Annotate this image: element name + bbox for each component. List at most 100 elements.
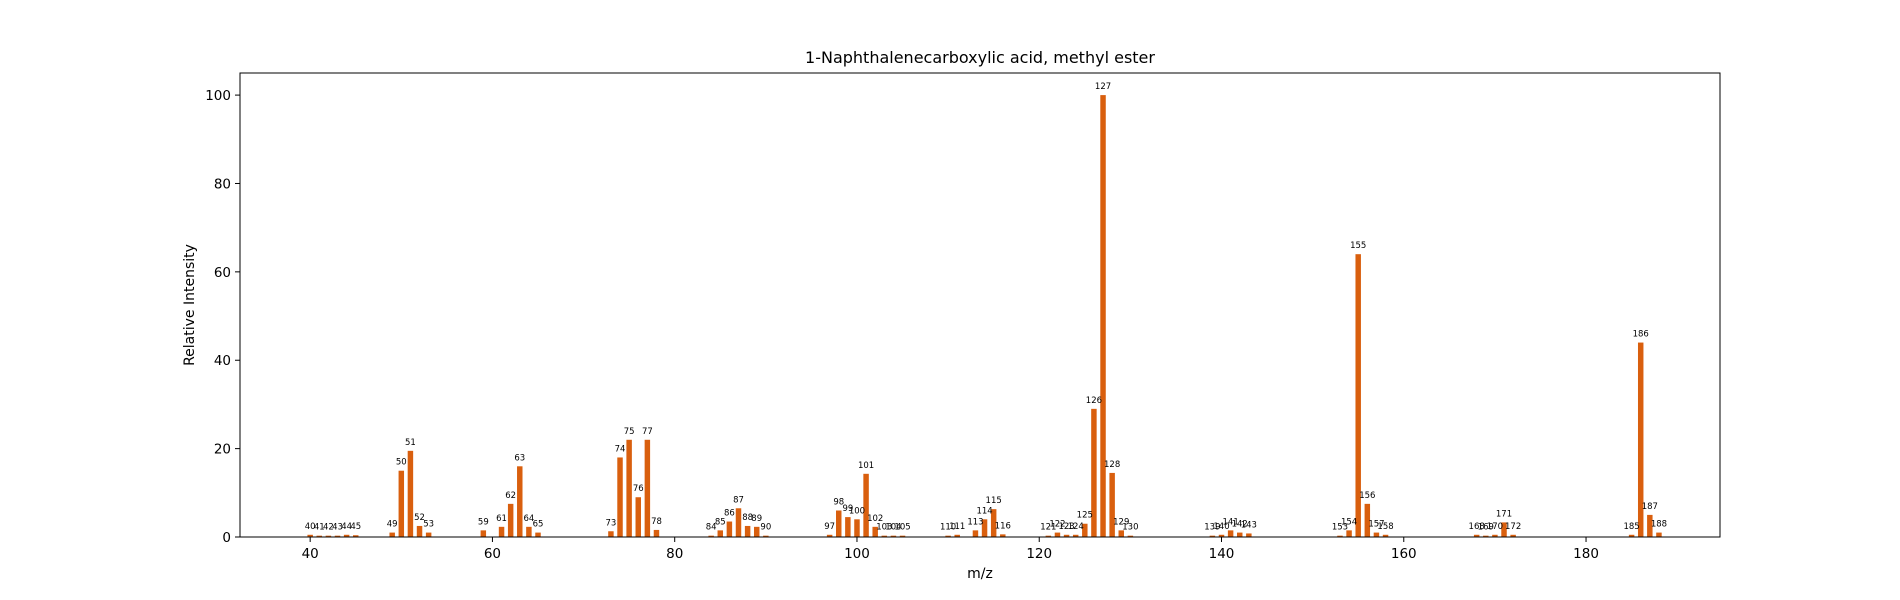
- peak-label-mz-186: 186: [1633, 330, 1649, 340]
- bar-mz-102: [872, 526, 878, 537]
- peak-label-mz-87: 87: [733, 495, 744, 505]
- x-axis: 40 60 80 100 120 140 160 180: [302, 537, 1599, 562]
- bar-mz-157: [1373, 532, 1380, 537]
- bar-mz-52: [416, 525, 423, 537]
- bar-mz-186: [1637, 342, 1644, 537]
- bar-mz-53: [425, 532, 432, 537]
- y-axis-label: Relative Intensity: [182, 244, 198, 366]
- x-tick-label: 100: [844, 546, 870, 562]
- y-tick-label: 60: [214, 265, 231, 281]
- bar-mz-113: [972, 530, 979, 537]
- bar-mz-170: [1492, 534, 1498, 537]
- bar-mz-59: [480, 530, 487, 537]
- peak-label-mz-185: 185: [1623, 522, 1639, 532]
- bar-mz-172: [1510, 534, 1516, 537]
- peak-label-mz-104: 104: [885, 523, 901, 533]
- bar-mz-110: [945, 535, 951, 537]
- peak-label-mz-90: 90: [760, 523, 771, 533]
- peak-label-mz-126: 126: [1086, 396, 1102, 406]
- peak-label-mz-86: 86: [724, 509, 735, 519]
- peak-label-mz-77: 77: [642, 427, 653, 437]
- peak-label-mz-142: 142: [1232, 520, 1248, 530]
- bar-mz-97: [826, 534, 833, 537]
- peak-label-mz-139: 139: [1204, 523, 1220, 533]
- peak-label-mz-113: 113: [967, 517, 983, 527]
- bar-mz-50: [398, 470, 405, 537]
- bar-mz-100: [854, 519, 860, 537]
- peak-label-mz-51: 51: [405, 438, 416, 448]
- peak-label-mz-128: 128: [1104, 460, 1120, 470]
- peak-label-mz-40: 40: [305, 522, 316, 532]
- bar-mz-185: [1628, 534, 1635, 537]
- peak-label-mz-64: 64: [523, 514, 534, 524]
- peak-label-mz-74: 74: [615, 444, 626, 454]
- bar-mz-99: [845, 517, 851, 537]
- peak-label-mz-98: 98: [833, 497, 844, 507]
- bar-mz-42: [325, 535, 332, 537]
- peak-label-mz-154: 154: [1341, 517, 1357, 527]
- peak-label-mz-168: 168: [1469, 522, 1485, 532]
- bar-mz-121: [1045, 535, 1052, 537]
- bar-mz-64: [526, 526, 532, 537]
- bar-mz-41: [316, 535, 323, 537]
- bar-mz-85: [717, 530, 724, 537]
- peak-label-mz-75: 75: [624, 427, 635, 437]
- x-tick-label: 40: [302, 546, 319, 562]
- peak-label-mz-141: 141: [1223, 517, 1239, 527]
- peak-label-mz-157: 157: [1368, 520, 1384, 530]
- bar-mz-128: [1109, 472, 1115, 537]
- bar-mz-169: [1483, 535, 1489, 537]
- peak-label-mz-62: 62: [505, 491, 516, 501]
- peak-label-mz-43: 43: [332, 523, 343, 533]
- bar-series: [307, 95, 1662, 537]
- bar-mz-84: [708, 535, 714, 537]
- peak-label-mz-125: 125: [1077, 511, 1093, 521]
- peak-label-mz-52: 52: [414, 513, 425, 523]
- bar-mz-98: [836, 510, 842, 537]
- bar-mz-62: [507, 503, 514, 537]
- peak-label-mz-84: 84: [706, 523, 717, 533]
- x-axis-label: m/z: [967, 566, 993, 582]
- y-tick-label: 80: [214, 176, 231, 192]
- bar-mz-142: [1237, 532, 1243, 537]
- bar-mz-103: [881, 535, 888, 537]
- bar-mz-115: [990, 509, 997, 537]
- bar-mz-125: [1082, 523, 1088, 537]
- bar-mz-153: [1337, 535, 1343, 537]
- bar-mz-49: [389, 532, 395, 537]
- peak-label-mz-110: 110: [940, 523, 956, 533]
- peak-label-mz-41: 41: [314, 523, 325, 533]
- y-tick-label: 0: [222, 530, 231, 546]
- peak-label-mz-153: 153: [1332, 523, 1348, 533]
- peak-label-mz-53: 53: [423, 520, 434, 530]
- peak-label-mz-172: 172: [1505, 522, 1521, 532]
- bar-mz-101: [863, 473, 869, 537]
- bar-mz-158: [1382, 534, 1389, 537]
- peak-label-mz-155: 155: [1350, 241, 1366, 251]
- peak-label-mz-49: 49: [387, 520, 398, 530]
- bar-mz-187: [1647, 514, 1653, 537]
- bar-mz-75: [626, 439, 632, 537]
- bar-mz-111: [954, 534, 960, 537]
- bar-mz-88: [744, 525, 751, 537]
- bar-mz-45: [353, 535, 359, 537]
- peak-label-mz-100: 100: [849, 506, 865, 516]
- bar-mz-104: [890, 535, 897, 537]
- bar-mz-141: [1227, 530, 1234, 537]
- peak-label-mz-101: 101: [858, 461, 874, 471]
- peak-label-mz-97: 97: [824, 522, 835, 532]
- bar-mz-155: [1355, 254, 1361, 537]
- peak-label-mz-59: 59: [478, 517, 489, 527]
- bar-mz-61: [498, 526, 505, 537]
- bar-mz-140: [1218, 534, 1225, 537]
- bar-mz-87: [735, 508, 742, 537]
- bar-mz-43: [334, 535, 341, 537]
- chart-title: 1-Naphthalenecarboxylic acid, methyl est…: [805, 48, 1155, 67]
- peak-label-mz-85: 85: [715, 517, 726, 527]
- y-tick-label: 40: [214, 353, 231, 369]
- bar-mz-154: [1346, 530, 1352, 537]
- x-tick-label: 140: [1209, 546, 1235, 562]
- bar-mz-114: [981, 519, 988, 537]
- peak-label-mz-115: 115: [986, 496, 1002, 506]
